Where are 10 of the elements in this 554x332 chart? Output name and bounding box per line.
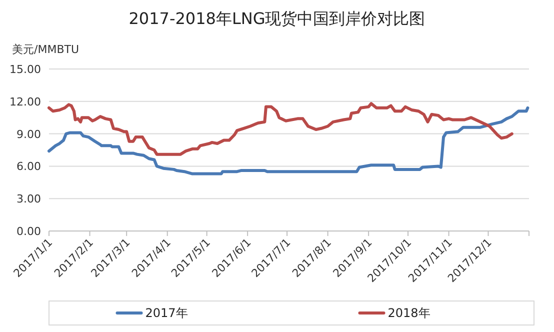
y-tick-label: 12.00 bbox=[10, 95, 41, 108]
y-tick-label: 15.00 bbox=[10, 63, 41, 76]
chart-title: 2017-2018年LNG现货中国到岸价对比图 bbox=[128, 9, 426, 28]
legend-label: 2018年 bbox=[388, 306, 430, 320]
y-axis-title: 美元/MMBTU bbox=[12, 43, 80, 56]
y-tick-label: 9.00 bbox=[16, 128, 41, 141]
y-tick-label: 0.00 bbox=[16, 225, 41, 238]
y-tick-label: 3.00 bbox=[16, 192, 41, 206]
y-tick-label: 6.00 bbox=[16, 160, 41, 174]
legend-label: 2017年 bbox=[145, 306, 188, 320]
